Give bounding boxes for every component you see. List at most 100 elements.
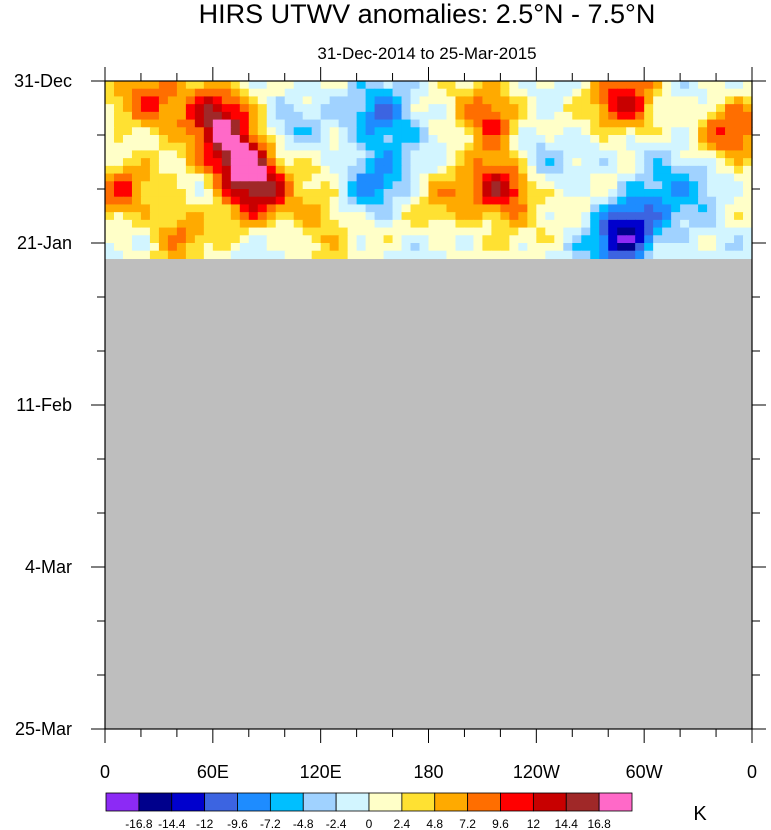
- heatmap-cell: [257, 173, 268, 182]
- heatmap-cell: [536, 96, 546, 105]
- heatmap-cell: [680, 204, 690, 213]
- heatmap-cell: [428, 243, 439, 252]
- heatmap-cell: [428, 189, 439, 198]
- heatmap-cell: [428, 204, 439, 213]
- heatmap-cell: [105, 142, 115, 152]
- heatmap-cell: [185, 81, 196, 90]
- heatmap-cell: [716, 142, 726, 152]
- heatmap-cell: [635, 227, 645, 236]
- heatmap-cell: [221, 81, 232, 90]
- heatmap-cell: [437, 111, 448, 121]
- heatmap-cell: [698, 88, 708, 98]
- heatmap-cell: [554, 81, 564, 90]
- heatmap-cell: [374, 135, 385, 144]
- y-tick-label: 25-Mar: [15, 719, 72, 739]
- heatmap-cell: [428, 165, 439, 175]
- heatmap-cell: [257, 127, 268, 136]
- heatmap-cell: [365, 243, 376, 252]
- x-tick-label: 60E: [197, 762, 229, 782]
- heatmap-cell: [167, 111, 178, 121]
- heatmap-cell: [275, 96, 286, 105]
- heatmap-cell: [599, 96, 609, 105]
- heatmap-cell: [140, 235, 151, 244]
- heatmap-cell: [554, 104, 564, 113]
- heatmap-cell: [707, 204, 717, 213]
- heatmap-cell: [140, 212, 151, 221]
- heatmap-cell: [644, 135, 654, 144]
- heatmap-cell: [275, 158, 286, 167]
- heatmap-cell: [563, 96, 573, 105]
- heatmap-cell: [176, 243, 187, 252]
- heatmap-cell: [707, 165, 717, 175]
- heatmap-cell: [266, 165, 277, 175]
- heatmap-cell: [626, 158, 636, 167]
- heatmap-cell: [374, 212, 385, 221]
- heatmap-cell: [374, 150, 385, 159]
- heatmap-cell: [590, 212, 600, 221]
- heatmap-cell: [419, 189, 430, 198]
- heatmap-cell: [140, 142, 151, 152]
- heatmap-cell: [680, 127, 690, 136]
- heatmap-cell: [689, 181, 699, 190]
- heatmap-cell: [113, 212, 124, 221]
- heatmap-cell: [689, 243, 699, 252]
- heatmap-cell: [698, 150, 708, 159]
- heatmap-cell: [662, 96, 672, 105]
- heatmap-cell: [356, 212, 367, 221]
- heatmap-cell: [302, 212, 313, 221]
- heatmap-cell: [608, 196, 618, 206]
- heatmap-cell: [356, 88, 367, 98]
- heatmap-cell: [725, 227, 735, 236]
- heatmap-cell: [653, 111, 663, 121]
- heatmap-cell: [167, 219, 178, 229]
- heatmap-cell: [455, 104, 466, 113]
- heatmap-cell: [743, 158, 753, 167]
- heatmap-cell: [194, 227, 205, 236]
- heatmap-cell: [365, 119, 376, 128]
- heatmap-cell: [473, 81, 484, 90]
- heatmap-cell: [149, 173, 160, 182]
- heatmap-cell: [140, 88, 151, 98]
- heatmap-cell: [194, 81, 205, 90]
- heatmap-cell: [743, 250, 753, 260]
- heatmap-cell: [518, 142, 528, 152]
- heatmap-cell: [203, 142, 214, 152]
- heatmap-cell: [131, 150, 142, 159]
- heatmap-cell: [644, 212, 654, 221]
- heatmap-cell: [626, 189, 636, 198]
- heatmap-cell: [257, 96, 268, 105]
- heatmap-cell: [203, 196, 214, 206]
- heatmap-cell: [509, 88, 519, 98]
- heatmap-cell: [509, 235, 519, 244]
- heatmap-cell: [608, 173, 618, 182]
- heatmap-cell: [302, 127, 313, 136]
- heatmap-cell: [176, 219, 187, 229]
- heatmap-cell: [563, 111, 573, 121]
- heatmap-cell: [518, 250, 528, 260]
- heatmap-cell: [176, 158, 187, 167]
- heatmap-cell: [689, 219, 699, 229]
- heatmap-cell: [158, 243, 169, 252]
- heatmap-cell: [590, 227, 600, 236]
- heatmap-cell: [716, 243, 726, 252]
- heatmap-cell: [230, 189, 241, 198]
- heatmap-cell: [725, 219, 735, 229]
- heatmap-cell: [536, 165, 546, 175]
- heatmap-cell: [302, 219, 313, 229]
- heatmap-cell: [293, 81, 304, 90]
- heatmap-cell: [122, 235, 133, 244]
- heatmap-cell: [545, 189, 555, 198]
- heatmap-cell: [320, 235, 331, 244]
- heatmap-cell: [473, 196, 484, 206]
- heatmap-cell: [266, 204, 277, 213]
- heatmap-cell: [572, 204, 582, 213]
- heatmap-cell: [329, 96, 340, 105]
- heatmap-cell: [203, 111, 214, 121]
- heatmap-cell: [500, 250, 510, 260]
- heatmap-cell: [338, 250, 349, 260]
- heatmap-cell: [266, 227, 277, 236]
- heatmap-cell: [392, 196, 403, 206]
- heatmap-cell: [608, 135, 618, 144]
- heatmap-cell: [266, 88, 277, 98]
- heatmap-cell: [446, 142, 457, 152]
